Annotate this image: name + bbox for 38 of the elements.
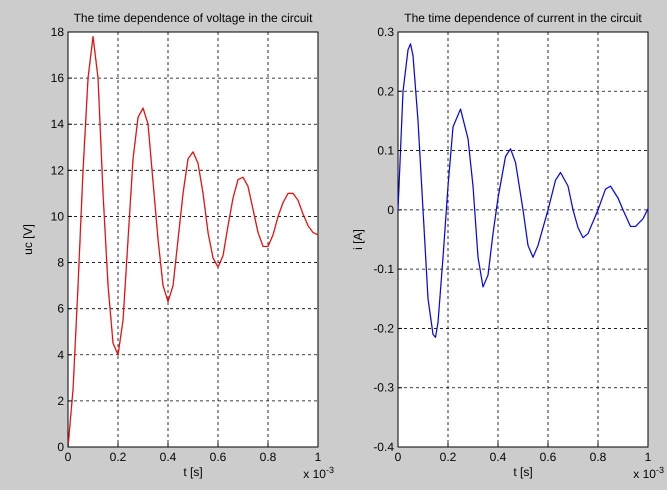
- text: x 10$^{-3}$: [303, 465, 334, 481]
- x-tick-label: 0.6: [540, 450, 557, 464]
- y-tick-label: 6: [57, 302, 64, 316]
- x-tick-label: 0.8: [590, 450, 607, 464]
- y-tick-label: -0.3: [373, 380, 394, 395]
- y-axis-title: uc [V]: [21, 224, 35, 255]
- y-tick-label: 0.1: [377, 144, 394, 158]
- y-tick-label: -0.1: [373, 262, 394, 276]
- x-axis-title: t [s]: [183, 465, 203, 479]
- y-tick-label: 0.3: [377, 25, 394, 39]
- x-tick-label: 1: [644, 450, 652, 464]
- y-axis-title: i [A]: [351, 229, 365, 250]
- x-axis-title: t [s]: [513, 465, 533, 479]
- chart-title: The time dependence of current in the circuit: [404, 11, 642, 25]
- y-tick-label: 0: [57, 440, 64, 454]
- x-tick-label: 0.4: [160, 450, 177, 464]
- x-tick-label: 1: [314, 450, 322, 464]
- y-tick-label: 0.2: [377, 84, 394, 98]
- line-series: [67, 36, 319, 448]
- y-tick-label: -0.4: [373, 440, 394, 454]
- y-tick-label: 14: [50, 117, 64, 132]
- y-tick-label: -0.2: [373, 321, 394, 336]
- x-tick-label: 0.4: [490, 450, 507, 464]
- x-tick-label: 0.2: [110, 450, 127, 464]
- y-tick-label: 18: [50, 25, 64, 39]
- y-tick-label: 12: [50, 163, 64, 178]
- chart-title: The time dependence of voltage in the circuit: [74, 11, 314, 25]
- y-tick-label: 10: [50, 209, 64, 224]
- y-tick-label: 2: [57, 394, 64, 408]
- x-tick-label: 0.2: [440, 450, 457, 464]
- line-series: [397, 43, 649, 338]
- y-tick-label: 16: [50, 71, 64, 86]
- x-tick-label: 0.8: [260, 450, 277, 464]
- y-tick-label: 0: [387, 202, 394, 217]
- x-tick-label: 0.6: [210, 450, 227, 464]
- y-tick-label: 8: [57, 256, 64, 270]
- text: x 10$^{-3}$: [633, 465, 664, 481]
- y-tick-label: 4: [57, 348, 64, 362]
